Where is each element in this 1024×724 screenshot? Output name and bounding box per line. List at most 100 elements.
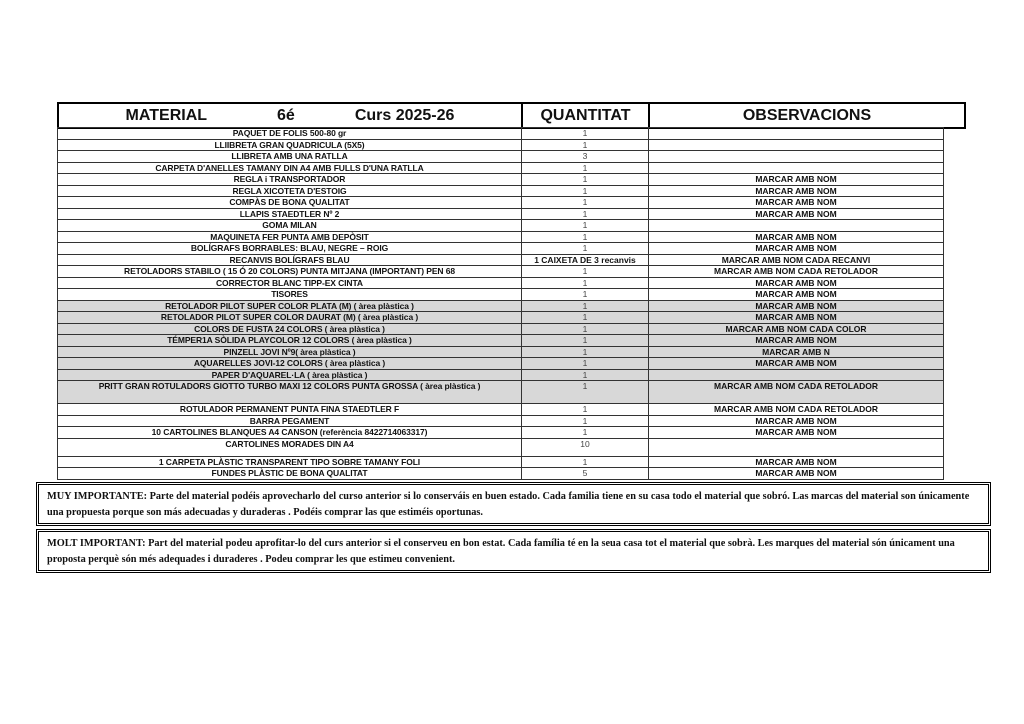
observation-cell: MARCAR AMB NOM CADA RETOLADOR	[648, 265, 944, 278]
quantity-cell: 1	[521, 455, 649, 468]
quantity-cell: 1	[521, 426, 649, 439]
material-cell: BOLÍGRAFS BORRABLES: BLAU, NEGRE – ROIG	[57, 242, 522, 255]
quantity-cell: 1	[521, 184, 649, 197]
quantity-cell: 1	[521, 322, 649, 335]
quantity-cell: 1	[521, 368, 649, 381]
table-row: 10 CARTOLINES BLANQUES A4 CANSON (referè…	[57, 426, 944, 439]
header-material: MATERIAL 6é Curs 2025-26	[59, 104, 523, 127]
material-cell: PINZELL JOVI Nº9( àrea plàstica )	[57, 345, 522, 358]
quantity-cell: 1	[521, 334, 649, 347]
observation-cell	[648, 437, 944, 457]
table-row: RETOLADOR PILOT SUPER COLOR PLATA (M) ( …	[57, 299, 944, 312]
material-cell: CARPETA D'ANELLES TAMANY DIN A4 AMB FULL…	[57, 161, 522, 174]
table-row: GOMA MILAN 1	[57, 219, 944, 232]
quantity-cell: 1	[521, 357, 649, 370]
quantity-cell: 1 CAIXETA DE 3 recanvis	[521, 253, 649, 266]
table-row: LLIIBRETA GRAN QUADRICULA (5X5) 1	[57, 138, 944, 151]
material-cell: MAQUINETA FER PUNTA AMB DEPÒSIT	[57, 230, 522, 243]
observation-cell: MARCAR AMB N	[648, 345, 944, 358]
observation-cell: MARCAR AMB NOM	[648, 207, 944, 220]
table-row: LLAPIS STAEDTLER Nº 2 1 MARCAR AMB NOM	[57, 207, 944, 220]
table-row: REGLA i TRANSPORTADOR 1 MARCAR AMB NOM	[57, 173, 944, 186]
quantity-cell: 1	[521, 196, 649, 209]
material-cell: 1 CARPETA PLÀSTIC TRANSPARENT TIPO SOBRE…	[57, 455, 522, 468]
quantity-cell: 1	[521, 230, 649, 243]
quantity-cell: 1	[521, 380, 649, 404]
observation-cell: MARCAR AMB NOM	[648, 242, 944, 255]
material-cell: LLAPIS STAEDTLER Nº 2	[57, 207, 522, 220]
material-cell: FUNDES PLÀSTIC DE BONA QUALITAT	[57, 467, 522, 480]
observation-cell: MARCAR AMB NOM	[648, 311, 944, 324]
material-cell: GOMA MILAN	[57, 219, 522, 232]
quantity-cell: 5	[521, 467, 649, 480]
quantity-cell: 1	[521, 299, 649, 312]
quantity-cell: 1	[521, 403, 649, 416]
header-material-label: MATERIAL	[125, 106, 208, 124]
quantity-cell: 1	[521, 161, 649, 174]
observation-cell	[648, 368, 944, 381]
material-cell: TÉMPER1A SÒLIDA PLAYCOLOR 12 COLORS ( àr…	[57, 334, 522, 347]
observation-cell: MARCAR AMB NOM	[648, 288, 944, 301]
table-row: PINZELL JOVI Nº9( àrea plàstica ) 1 MARCAR…	[57, 345, 944, 358]
quantity-cell: 1	[521, 414, 649, 427]
table-row: ROTULADOR PERMANENT PUNTA FINA STAEDTLER…	[57, 403, 944, 416]
table-row: REGLA XICOTETA D'ESTOIG 1 MARCAR AMB NOM	[57, 184, 944, 197]
table-row: BOLÍGRAFS BORRABLES: BLAU, NEGRE – ROIG 1…	[57, 242, 944, 255]
observation-cell: MARCAR AMB NOM CADA COLOR	[648, 322, 944, 335]
observation-cell: MARCAR AMB NOM	[648, 357, 944, 370]
material-cell: LLIIBRETA GRAN QUADRICULA (5X5)	[57, 138, 522, 151]
table-header: MATERIAL 6é Curs 2025-26 QUANTITAT OBSER…	[57, 102, 966, 129]
table-row: CARTOLINES MORADES DIN A4 10	[57, 437, 944, 457]
table-row: LLIBRETA AMB UNA RATLLA 3	[57, 150, 944, 163]
quantity-cell: 3	[521, 150, 649, 163]
observation-cell	[648, 127, 944, 140]
note-catalan: MOLT IMPORTANT: Part del material podeu …	[36, 529, 991, 573]
observation-cell	[648, 138, 944, 151]
quantity-cell: 1	[521, 288, 649, 301]
table-row: PRITT GRAN ROTULADORS GIOTTO TURBO MAXI …	[57, 380, 944, 404]
table-row: COMPÀS DE BONA QUALITAT 1 MARCAR AMB NOM	[57, 196, 944, 209]
observation-cell: MARCAR AMB NOM	[648, 455, 944, 468]
quantity-cell: 1	[521, 276, 649, 289]
quantity-cell: 1	[521, 345, 649, 358]
materials-table: PAQUET DE FOLIS 500-80 gr 1 LLIIBRETA GRAN…	[57, 127, 944, 480]
table-row: RECANVIS BOLÍGRAFS BLAU 1 CAIXETA DE 3 re…	[57, 253, 944, 266]
note-spanish: MUY IMPORTANTE: Parte del material podéi…	[36, 482, 991, 526]
quantity-cell: 1	[521, 127, 649, 140]
table-row: TÉMPER1A SÒLIDA PLAYCOLOR 12 COLORS ( àr…	[57, 334, 944, 347]
observation-cell	[648, 219, 944, 232]
material-cell: LLIBRETA AMB UNA RATLLA	[57, 150, 522, 163]
observation-cell: MARCAR AMB NOM	[648, 414, 944, 427]
header-observations: OBSERVACIONS	[742, 106, 872, 124]
table-row: CARPETA D'ANELLES TAMANY DIN A4 AMB FULL…	[57, 161, 944, 174]
quantity-cell: 1	[521, 265, 649, 278]
material-cell: TISORES	[57, 288, 522, 301]
material-cell: PRITT GRAN ROTULADORS GIOTTO TURBO MAXI …	[57, 380, 522, 404]
table-row: AQUARELLES JOVI-12 COLORS ( àrea plàstic…	[57, 357, 944, 370]
observation-cell: MARCAR AMB NOM	[648, 299, 944, 312]
observation-cell: MARCAR AMB NOM CADA RETOLADOR	[648, 403, 944, 416]
quantity-cell: 1	[521, 173, 649, 186]
table-row: BARRA PEGAMENT 1 MARCAR AMB NOM	[57, 414, 944, 427]
table-row: 1 CARPETA PLÀSTIC TRANSPARENT TIPO SOBRE…	[57, 455, 944, 468]
material-cell: 10 CARTOLINES BLANQUES A4 CANSON (referè…	[57, 426, 522, 439]
material-cell: BARRA PEGAMENT	[57, 414, 522, 427]
quantity-cell: 1	[521, 242, 649, 255]
table-row: RETOLADORS STABILO ( 15 Ó 20 COLORS) PUN…	[57, 265, 944, 278]
table-row: MAQUINETA FER PUNTA AMB DEPÒSIT 1 MARCAR A…	[57, 230, 944, 243]
material-cell: RETOLADORS STABILO ( 15 Ó 20 COLORS) PUN…	[57, 265, 522, 278]
observation-cell: MARCAR AMB NOM	[648, 276, 944, 289]
table-row: RETOLADOR PILOT SUPER COLOR DAURAT (M) (…	[57, 311, 944, 324]
quantity-cell: 1	[521, 138, 649, 151]
material-cell: CORRECTOR BLANC TIPP-EX CINTA	[57, 276, 522, 289]
quantity-cell: 10	[521, 437, 649, 457]
table-row: CORRECTOR BLANC TIPP-EX CINTA 1 MARCAR AMB…	[57, 276, 944, 289]
table-row: PAQUET DE FOLIS 500-80 gr 1	[57, 127, 944, 140]
material-cell: PAPER D'AQUAREL·LA ( àrea plàstica )	[57, 368, 522, 381]
observation-cell: MARCAR AMB NOM	[648, 334, 944, 347]
material-cell: CARTOLINES MORADES DIN A4	[57, 437, 522, 457]
header-course: Curs 2025-26	[354, 106, 455, 124]
quantity-cell: 1	[521, 207, 649, 220]
material-cell: RETOLADOR PILOT SUPER COLOR PLATA (M) ( …	[57, 299, 522, 312]
observation-cell: MARCAR AMB NOM	[648, 230, 944, 243]
